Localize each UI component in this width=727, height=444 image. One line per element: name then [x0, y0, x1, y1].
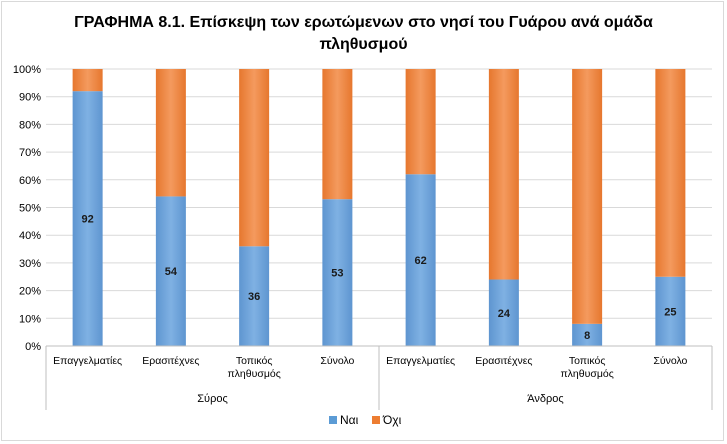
bars: 92 54 36 53 62 24 8 25: [72, 69, 686, 346]
bar-nai: [405, 174, 436, 346]
legend-swatch: [329, 416, 337, 424]
y-tick-label: 90%: [19, 92, 41, 104]
bar-nai: [155, 196, 186, 346]
data-label: 24: [498, 308, 511, 320]
y-tick-label: 70%: [19, 147, 41, 159]
y-tick-label: 30%: [19, 258, 41, 270]
bar-nai: [488, 279, 519, 346]
bar-nai: [72, 91, 103, 346]
y-axis: 0% 10% 20% 30% 40% 50% 60% 70% 80% 90% 100%: [13, 64, 41, 353]
legend: Ναι Όχι: [329, 413, 402, 427]
bar-ochi: [488, 69, 519, 280]
category-label: Τοπικός πληθυσμός: [227, 355, 280, 380]
y-tick-label: 20%: [19, 286, 41, 298]
y-tick-label: 80%: [19, 119, 41, 131]
chart-title-line-1: ΓΡΑΦΗΜΑ 8.1. Επίσκεψη των ερωτώμενων στο…: [74, 14, 653, 31]
bar-ochi: [72, 69, 103, 92]
bar-nai: [322, 199, 353, 346]
y-tick-label: 60%: [19, 175, 41, 187]
bar-nai: [572, 323, 603, 346]
y-tick-label: 100%: [13, 64, 41, 76]
bar-ochi: [322, 69, 353, 200]
gridlines: [46, 68, 712, 347]
y-tick-label: 10%: [19, 313, 41, 325]
y-tick-label: 50%: [19, 203, 41, 215]
category-label: Σύνολο: [320, 355, 354, 367]
bar-ochi: [155, 69, 186, 197]
data-label: 25: [664, 306, 676, 318]
bar-ochi: [572, 69, 603, 324]
bar-ochi: [405, 69, 436, 175]
data-label: 62: [415, 255, 427, 267]
category-label: Επαγγελματίες: [386, 355, 455, 367]
data-label: 8: [584, 330, 590, 342]
bar-nai: [655, 276, 686, 346]
category-label: Ερασιτέχνες: [475, 355, 532, 367]
bar-ochi: [239, 69, 270, 247]
legend-label: Ναι: [340, 413, 359, 427]
legend-swatch: [372, 416, 380, 424]
legend-label: Όχι: [382, 413, 402, 427]
data-label: 54: [165, 266, 178, 278]
chart-title: ΓΡΑΦΗΜΑ 8.1. Επίσκεψη των ερωτώμενων στο…: [40, 12, 687, 56]
x-axis: Επαγγελματίες Ερασιτέχνες Τοπικός πληθυσμός…: [45, 345, 713, 410]
category-label: Σύνολο: [653, 355, 687, 367]
bar-ochi: [655, 69, 686, 277]
bar-nai: [239, 246, 270, 346]
y-tick-label: 0%: [25, 341, 41, 353]
group-label: Άνδρος: [527, 393, 563, 405]
category-label: Τοπικός πληθυσμός: [560, 355, 613, 380]
data-label: 53: [331, 268, 343, 280]
chart-title-line-2: πληθυσμού: [319, 36, 408, 53]
category-label: Ερασιτέχνες: [142, 355, 199, 367]
group-label: Σύρος: [197, 393, 228, 405]
y-tick-label: 40%: [19, 230, 41, 242]
category-label: Επαγγελματίες: [53, 355, 122, 367]
data-label: 36: [248, 291, 260, 303]
data-label: 92: [82, 214, 94, 226]
